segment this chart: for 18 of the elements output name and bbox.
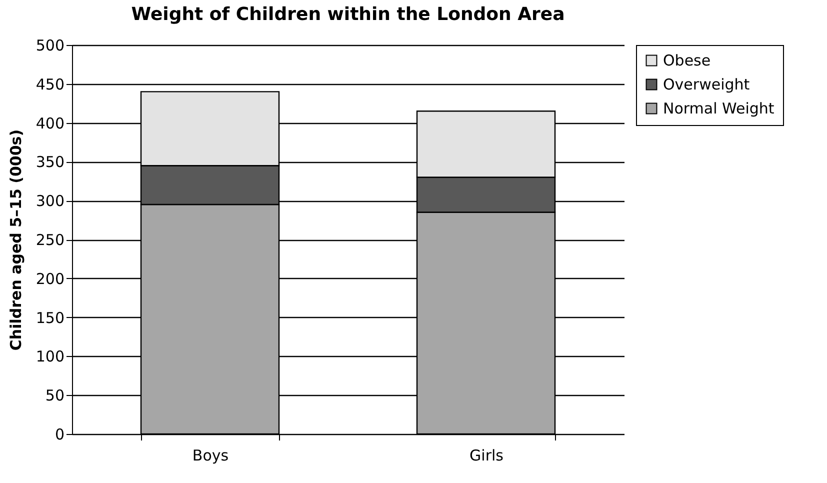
- y-tick-label: 500: [36, 36, 64, 54]
- y-tick-label: 100: [36, 348, 64, 366]
- y-tick-label: 150: [36, 308, 64, 327]
- y-tick-label: 400: [36, 114, 64, 132]
- legend-label: Overweight: [663, 76, 750, 94]
- legend-label: Obese: [663, 52, 711, 70]
- y-axis-title: Children aged 5–15 (000s): [6, 129, 25, 351]
- y-tick-label: 200: [36, 270, 64, 288]
- y-tick-label: 50: [45, 386, 64, 405]
- x-tick-label: Boys: [192, 446, 229, 464]
- x-tick-label: Girls: [470, 446, 504, 464]
- y-tick-label: 250: [36, 231, 64, 249]
- y-tick-label: 350: [36, 153, 64, 172]
- y-tick-label: 300: [36, 192, 64, 210]
- y-tick-label: 450: [36, 75, 64, 94]
- y-tick-label: 0: [54, 426, 64, 444]
- legend-label: Normal Weight: [663, 100, 774, 118]
- chart-title: Weight of Children within the London Area: [131, 4, 565, 25]
